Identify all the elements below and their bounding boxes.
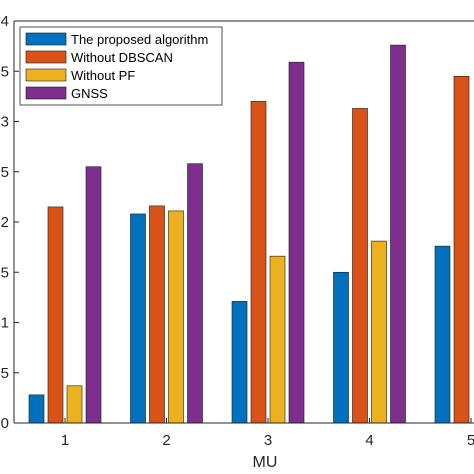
y-tick-label: 3	[1, 114, 9, 131]
bar-without-dbscan-mu-4	[352, 108, 368, 424]
bar-the-proposed-algorithm-mu-2	[130, 213, 146, 424]
y-tick-label: 1.5	[0, 264, 9, 281]
bar-without-pf-mu-4	[371, 240, 387, 424]
bar-the-proposed-algorithm-mu-4	[333, 271, 349, 424]
y-tick-label: 2.5	[0, 164, 9, 181]
legend-swatch-without-pf	[25, 68, 67, 82]
bar-gnss-mu-3	[288, 61, 305, 424]
bar-without-dbscan-mu-5	[453, 75, 470, 424]
bar-without-dbscan-mu-1	[47, 206, 64, 424]
legend-label-without-pf: Without PF	[71, 68, 135, 83]
x-tick-label: 3	[264, 432, 272, 449]
bar-the-proposed-algorithm-mu-1	[28, 394, 45, 424]
bar-without-pf-mu-1	[66, 385, 83, 424]
bar-without-pf-mu-2	[168, 210, 184, 424]
bar-gnss-mu-2	[187, 163, 203, 424]
y-tick-label: 1	[1, 315, 9, 332]
y-tick-label: 4	[1, 13, 9, 30]
legend-swatch-the-proposed-algorithm	[25, 32, 67, 46]
x-tick-label: 4	[365, 432, 373, 449]
y-tick-label: 0	[1, 415, 9, 432]
y-tick-label: 2	[1, 214, 9, 231]
legend-swatch-without-dbscan	[25, 50, 67, 64]
bar-without-pf-mu-3	[269, 255, 286, 424]
x-tick-label: 2	[162, 432, 170, 449]
bar-without-dbscan-mu-3	[250, 101, 267, 424]
x-axis-title: MU	[253, 454, 278, 471]
bar-without-dbscan-mu-2	[149, 205, 165, 424]
legend: The proposed algorithm Without DBSCAN With…	[19, 26, 223, 106]
legend-label-the-proposed-algorithm: The proposed algorithm	[71, 32, 208, 47]
bar-the-proposed-algorithm-mu-3	[231, 301, 248, 424]
axes-group: 0 .5 1 1.5 2 2.5 3 3.5 4 1 2 3 4 5	[0, 13, 474, 449]
legend-label-without-dbscan: Without DBSCAN	[71, 50, 173, 65]
bar-gnss-mu-1	[85, 166, 102, 424]
y-tick-label: 3.5	[0, 63, 9, 80]
legend-label-gnss: GNSS	[71, 86, 108, 101]
bar-the-proposed-algorithm-mu-5	[434, 245, 451, 424]
legend-swatch-gnss	[25, 86, 67, 100]
x-tick-label: 1	[61, 432, 69, 449]
y-tick-label: .5	[0, 365, 9, 382]
bars-group	[28, 44, 470, 424]
bar-gnss-mu-4	[390, 44, 406, 424]
x-tick-label: 5	[467, 432, 474, 449]
